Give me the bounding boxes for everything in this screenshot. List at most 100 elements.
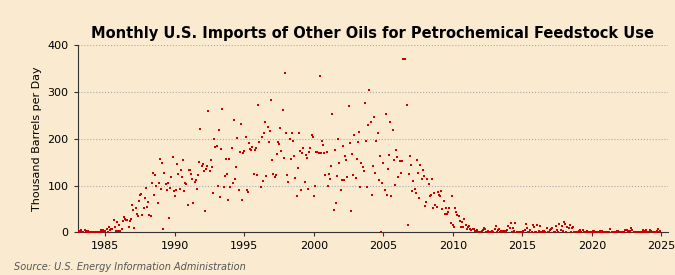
Point (232, 136, 243, 140)
Point (317, 138, 327, 143)
Point (430, 203, 441, 207)
Point (179, 189, 190, 193)
Point (501, 229, 512, 233)
Point (439, 212, 450, 216)
Point (238, 151, 248, 155)
Point (576, 230, 587, 234)
Point (608, 230, 618, 235)
Point (105, 228, 115, 232)
Point (270, 173, 281, 177)
Point (313, 151, 324, 155)
Point (444, 205, 455, 210)
Point (341, 158, 352, 162)
Point (192, 173, 203, 177)
Point (645, 228, 655, 232)
Point (166, 175, 177, 179)
Point (281, 130, 292, 135)
Point (431, 204, 442, 209)
Point (402, 222, 413, 227)
Point (351, 157, 362, 161)
Point (93, 230, 104, 234)
Point (134, 199, 144, 203)
Point (106, 226, 117, 231)
Point (111, 229, 122, 233)
Point (357, 164, 368, 169)
Point (184, 167, 195, 172)
Point (296, 188, 306, 192)
Point (384, 153, 395, 157)
Point (376, 230, 387, 235)
Point (233, 188, 244, 192)
Point (219, 174, 230, 178)
Point (346, 209, 356, 213)
Point (441, 205, 452, 210)
Point (82, 229, 93, 233)
Point (404, 153, 415, 158)
Point (363, 123, 374, 127)
Point (587, 230, 597, 235)
Point (410, 191, 421, 195)
Point (198, 168, 209, 173)
Point (532, 223, 543, 227)
Point (535, 230, 546, 235)
Point (420, 204, 431, 208)
Point (511, 230, 522, 235)
Text: Source: U.S. Energy Information Administration: Source: U.S. Energy Information Administ… (14, 262, 245, 272)
Point (595, 230, 606, 235)
Point (350, 175, 361, 180)
Point (252, 172, 263, 177)
Point (500, 230, 510, 235)
Point (503, 224, 514, 228)
Point (98, 228, 109, 232)
Point (575, 228, 586, 232)
Point (448, 223, 458, 227)
Point (103, 229, 113, 234)
Point (72, 229, 83, 234)
Point (107, 227, 117, 232)
Point (477, 229, 487, 233)
Point (495, 230, 506, 235)
Point (612, 229, 623, 233)
Point (247, 145, 258, 149)
Point (137, 213, 148, 217)
Point (340, 154, 350, 158)
Point (559, 220, 570, 224)
Point (520, 222, 531, 227)
Point (572, 230, 583, 235)
Point (461, 226, 472, 231)
Point (401, 103, 412, 107)
Point (474, 230, 485, 235)
Point (184, 167, 194, 172)
Point (262, 125, 273, 129)
Point (312, 150, 323, 155)
Point (445, 220, 456, 225)
Point (464, 224, 475, 228)
Point (587, 229, 598, 233)
Point (347, 151, 358, 156)
Point (620, 228, 631, 232)
Point (278, 156, 289, 161)
Point (333, 137, 344, 141)
Point (215, 195, 225, 199)
Point (192, 187, 202, 191)
Point (450, 206, 460, 210)
Point (226, 145, 237, 150)
Point (456, 225, 466, 229)
Point (632, 229, 643, 234)
Point (159, 171, 170, 175)
Point (259, 131, 269, 135)
Point (116, 227, 127, 231)
Point (151, 183, 162, 188)
Point (438, 199, 449, 204)
Point (140, 196, 151, 200)
Point (77, 230, 88, 234)
Point (595, 228, 605, 233)
Point (454, 219, 465, 223)
Point (115, 229, 126, 234)
Point (529, 225, 539, 229)
Point (524, 230, 535, 235)
Point (451, 210, 462, 214)
Point (164, 216, 175, 220)
Point (85, 230, 96, 235)
Point (320, 173, 331, 177)
